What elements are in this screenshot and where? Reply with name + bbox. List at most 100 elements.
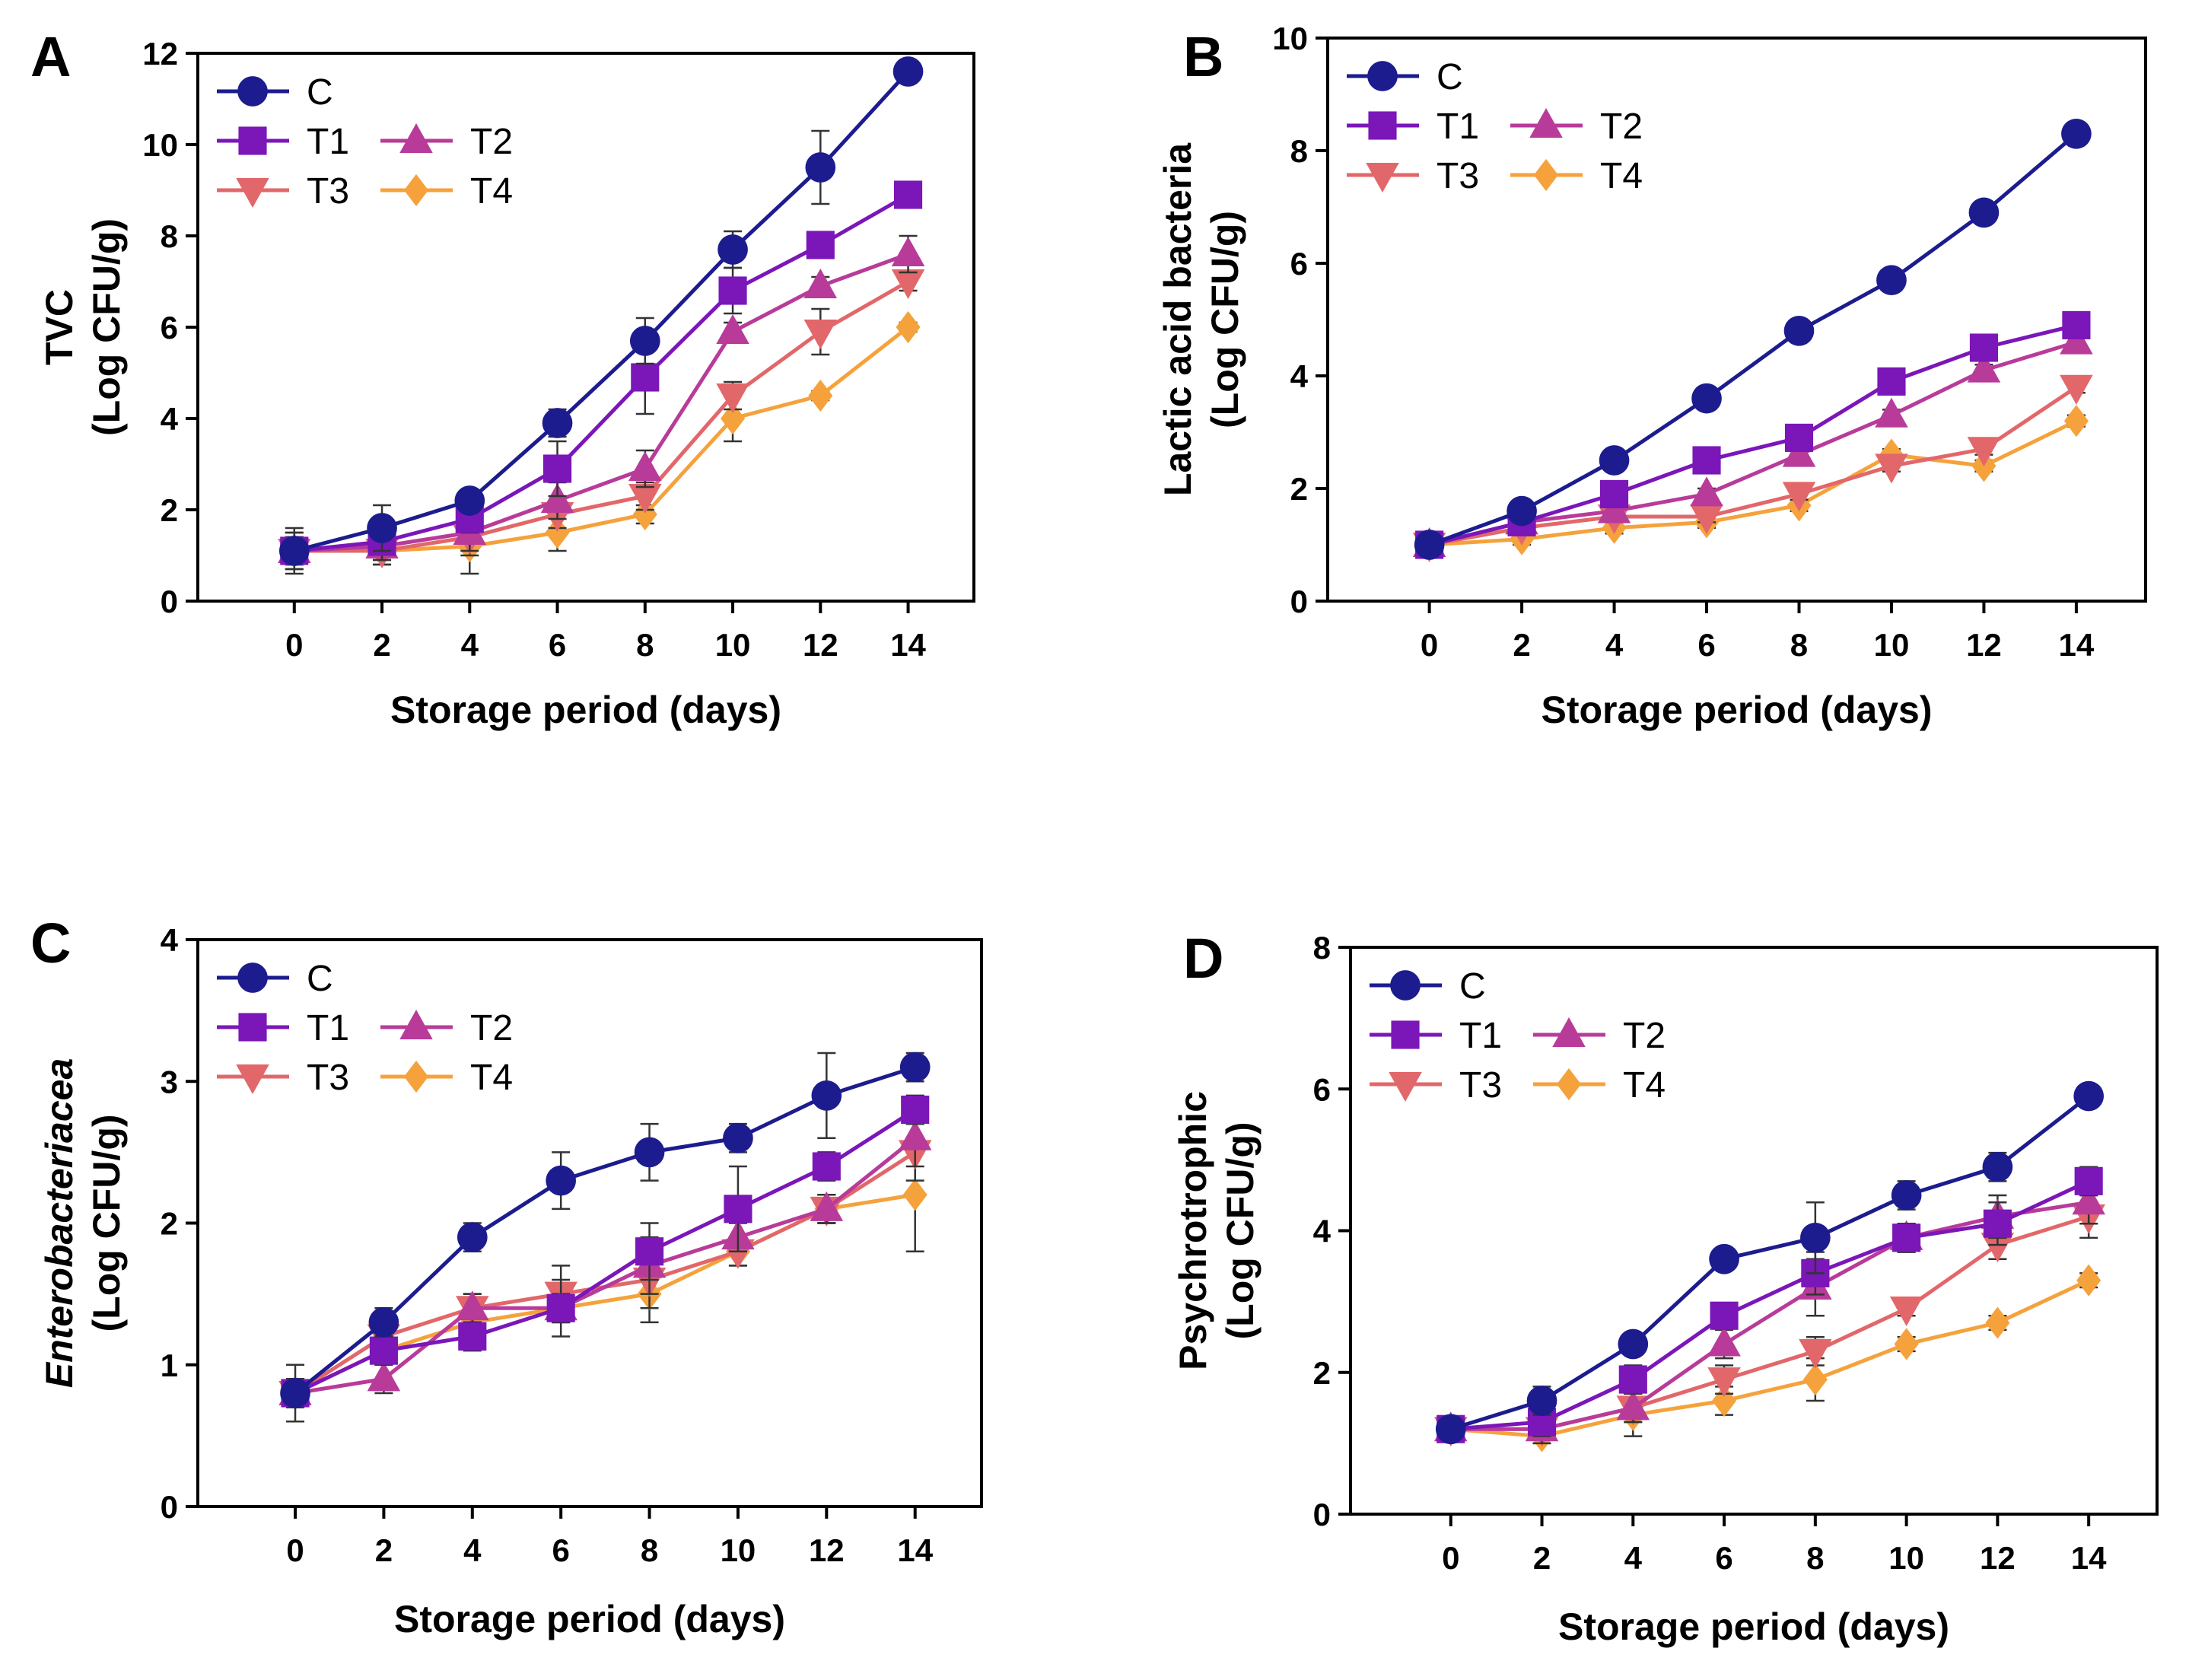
data-point-t3 [628, 484, 662, 514]
data-point-c [629, 326, 660, 356]
data-point-t3 [1799, 1338, 1832, 1369]
data-point-t3 [2060, 374, 2093, 405]
data-point-t2 [1875, 397, 1908, 428]
data-point-t1 [893, 180, 923, 209]
data-point-t1 [546, 1293, 575, 1322]
legend-marker-c [1367, 61, 1398, 91]
x-tick-label-d: 12 [1980, 1540, 2016, 1576]
data-point-c [367, 513, 397, 543]
y-tick-label-a: 0 [161, 584, 178, 619]
series-line-t1 [294, 1108, 917, 1395]
y-axis-title-a: TVC (Log CFU/g) [38, 218, 128, 436]
legend-marker-t3 [1389, 1072, 1422, 1102]
x-tick-label-b: 10 [1874, 627, 1910, 663]
legend-label-t2: T2 [1623, 1016, 1666, 1056]
data-point-c [1435, 1414, 1466, 1445]
data-point-t3 [1707, 1367, 1741, 1398]
legend-label-t3: T3 [307, 1058, 349, 1098]
data-point-t3 [1875, 453, 1908, 484]
panel-letter-b: B [1183, 25, 1223, 88]
data-point-c [1982, 1151, 2013, 1182]
x-tick-label-b: 14 [2059, 627, 2095, 663]
data-point-t4 [896, 310, 921, 344]
data-point-t4 [721, 402, 746, 435]
series-c-c [280, 1052, 931, 1423]
x-tick-label-b: 2 [1513, 627, 1530, 663]
data-point-t1 [901, 1095, 930, 1125]
y-tick-label-a: 8 [161, 218, 178, 254]
legend-label-c: C [1437, 57, 1463, 97]
y-tick-label-b: 4 [1290, 358, 1309, 394]
data-point-t2 [891, 236, 925, 266]
data-point-t4 [1712, 1384, 1737, 1418]
x-tick-label-a: 0 [285, 627, 303, 663]
series-line-t2 [294, 252, 909, 553]
data-point-c [1599, 445, 1630, 476]
data-point-t2 [1690, 476, 1723, 507]
y-axis-title-d: Psychrotrophic (Log CFU/g) [1172, 1091, 1262, 1370]
x-tick-label-a: 8 [636, 627, 654, 663]
legend-marker-t1 [1368, 111, 1397, 140]
legend-item-t3: T3 [1370, 1065, 1502, 1106]
legend-marker-t1 [1391, 1020, 1420, 1049]
data-point-t1 [812, 1152, 841, 1181]
data-point-t3 [1981, 1233, 2015, 1263]
legend-marker-t3 [236, 1064, 269, 1095]
data-point-t2 [456, 1290, 489, 1321]
data-point-c [1800, 1222, 1831, 1253]
data-point-c [1891, 1180, 1922, 1211]
legend-label-c: C [307, 959, 333, 999]
series-c-d [1435, 1080, 2105, 1445]
legend-label-t2: T2 [1600, 107, 1643, 147]
legend-marker-c [237, 963, 268, 993]
data-point-t1 [458, 1322, 487, 1351]
data-point-t2 [803, 268, 838, 298]
series-line-t2 [1450, 1200, 2089, 1431]
series-line-c [1428, 132, 2078, 547]
y-tick-label-a: 10 [142, 127, 178, 163]
x-tick-label-c: 12 [809, 1532, 845, 1568]
data-point-t4 [2063, 405, 2089, 438]
data-point-t1 [2074, 1166, 2103, 1195]
legend-label-t2: T2 [470, 122, 513, 162]
y-tick-label-c: 0 [161, 1489, 178, 1525]
x-tick-label-d: 6 [1715, 1540, 1732, 1576]
data-point-c [454, 485, 485, 516]
series-line-t1 [294, 192, 909, 553]
data-point-c [368, 1307, 399, 1338]
data-point-t2 [540, 482, 574, 513]
x-tick-label-b: 6 [1697, 627, 1715, 663]
legend-item-t1: T1 [1347, 107, 1479, 147]
data-point-c [457, 1222, 488, 1252]
legend-label-t4: T4 [1623, 1065, 1666, 1106]
legend-item-c: C [1347, 57, 1463, 97]
legend-label-t3: T3 [307, 171, 349, 212]
y-tick-label-c: 4 [161, 922, 179, 958]
panel-letter-a: A [30, 25, 71, 88]
x-tick-label-a: 10 [715, 627, 751, 663]
y-tick-label-c: 1 [161, 1348, 178, 1383]
data-point-t2 [1707, 1326, 1741, 1357]
x-tick-label-d: 4 [1624, 1540, 1643, 1576]
data-point-t3 [1782, 482, 1816, 512]
series-layer-d [1433, 1080, 2105, 1452]
series-layer-c [278, 1052, 932, 1423]
y-tick-label-b: 0 [1290, 584, 1308, 619]
data-point-t2 [367, 1361, 401, 1392]
legend-label-t1: T1 [1437, 107, 1479, 147]
legend-marker-t4 [1557, 1068, 1581, 1101]
y-tick-label-a: 2 [161, 492, 178, 528]
series-c-a [278, 56, 924, 575]
y-tick-label-a: 4 [161, 401, 179, 437]
legend-item-c: C [1370, 966, 1486, 1007]
data-point-c [811, 1080, 842, 1111]
x-axis-title-c: Storage period (days) [394, 1598, 785, 1640]
x-tick-label-a: 12 [803, 627, 838, 663]
x-axis-title-b: Storage period (days) [1542, 689, 1933, 731]
legend-label-c: C [1459, 966, 1486, 1007]
series-c-b [1414, 118, 2092, 560]
data-point-t1 [369, 1336, 398, 1365]
data-point-t1 [718, 276, 747, 305]
legend-marker-t3 [236, 178, 269, 208]
